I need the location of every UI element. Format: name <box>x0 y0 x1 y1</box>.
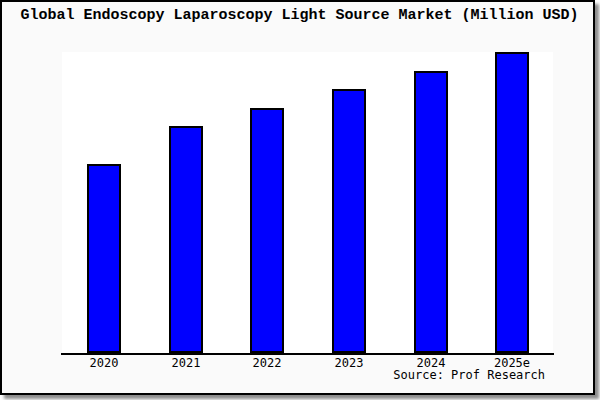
bar-2022 <box>250 108 284 353</box>
bar-2025e <box>495 52 529 353</box>
bar-2024 <box>414 71 448 353</box>
plot-area <box>62 52 553 353</box>
bar-2020 <box>87 164 121 353</box>
chart-title: Global Endoscopy Laparoscopy Light Sourc… <box>2 6 597 26</box>
x-tick-2022: 2022 <box>227 357 307 370</box>
source-note: Source: Prof Research <box>393 368 545 382</box>
bar-2021 <box>169 126 203 353</box>
chart-frame: Global Endoscopy Laparoscopy Light Sourc… <box>0 0 595 395</box>
chart-canvas: Global Endoscopy Laparoscopy Light Sourc… <box>0 0 600 400</box>
x-axis-line <box>61 353 554 355</box>
x-tick-2020: 2020 <box>64 357 144 370</box>
bar-2023 <box>332 89 366 353</box>
x-tick-2023: 2023 <box>309 357 389 370</box>
x-tick-2021: 2021 <box>146 357 226 370</box>
